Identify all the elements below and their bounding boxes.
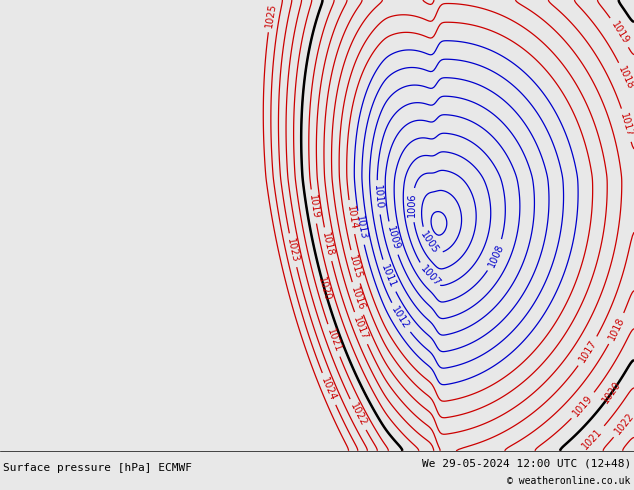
Text: 1023: 1023 (285, 237, 301, 263)
Text: 1014: 1014 (345, 204, 358, 230)
Text: 1013: 1013 (354, 215, 368, 241)
Text: 1019: 1019 (571, 393, 595, 418)
Text: 1016: 1016 (349, 285, 366, 312)
Text: 1024: 1024 (320, 376, 338, 402)
Text: Surface pressure [hPa] ECMWF: Surface pressure [hPa] ECMWF (3, 463, 192, 472)
Text: 1018: 1018 (616, 65, 634, 92)
Text: 1025: 1025 (264, 2, 278, 28)
Text: 1007: 1007 (418, 264, 443, 289)
Text: 1011: 1011 (380, 263, 398, 289)
Text: © weatheronline.co.uk: © weatheronline.co.uk (507, 476, 631, 486)
Text: 1009: 1009 (385, 225, 401, 251)
Text: 1018: 1018 (320, 231, 335, 257)
Text: 1008: 1008 (486, 242, 505, 269)
Text: 1017: 1017 (618, 112, 634, 138)
Text: 1019: 1019 (307, 194, 320, 220)
Text: 1022: 1022 (347, 401, 368, 428)
Text: 1005: 1005 (418, 230, 441, 256)
Text: 1021: 1021 (581, 426, 605, 451)
Text: 1006: 1006 (407, 193, 418, 218)
Text: 1020: 1020 (316, 276, 333, 303)
Text: We 29-05-2024 12:00 UTC (12+48): We 29-05-2024 12:00 UTC (12+48) (422, 459, 631, 468)
Text: 1017: 1017 (351, 315, 370, 342)
Text: 1012: 1012 (390, 305, 411, 331)
Text: 1021: 1021 (325, 327, 342, 354)
Text: 1020: 1020 (600, 380, 623, 406)
Text: 1018: 1018 (607, 316, 626, 342)
Text: 1015: 1015 (347, 254, 363, 280)
Text: 1010: 1010 (372, 185, 384, 210)
Text: 1022: 1022 (613, 411, 634, 437)
Text: 1017: 1017 (577, 338, 598, 365)
Text: 1019: 1019 (609, 20, 630, 46)
